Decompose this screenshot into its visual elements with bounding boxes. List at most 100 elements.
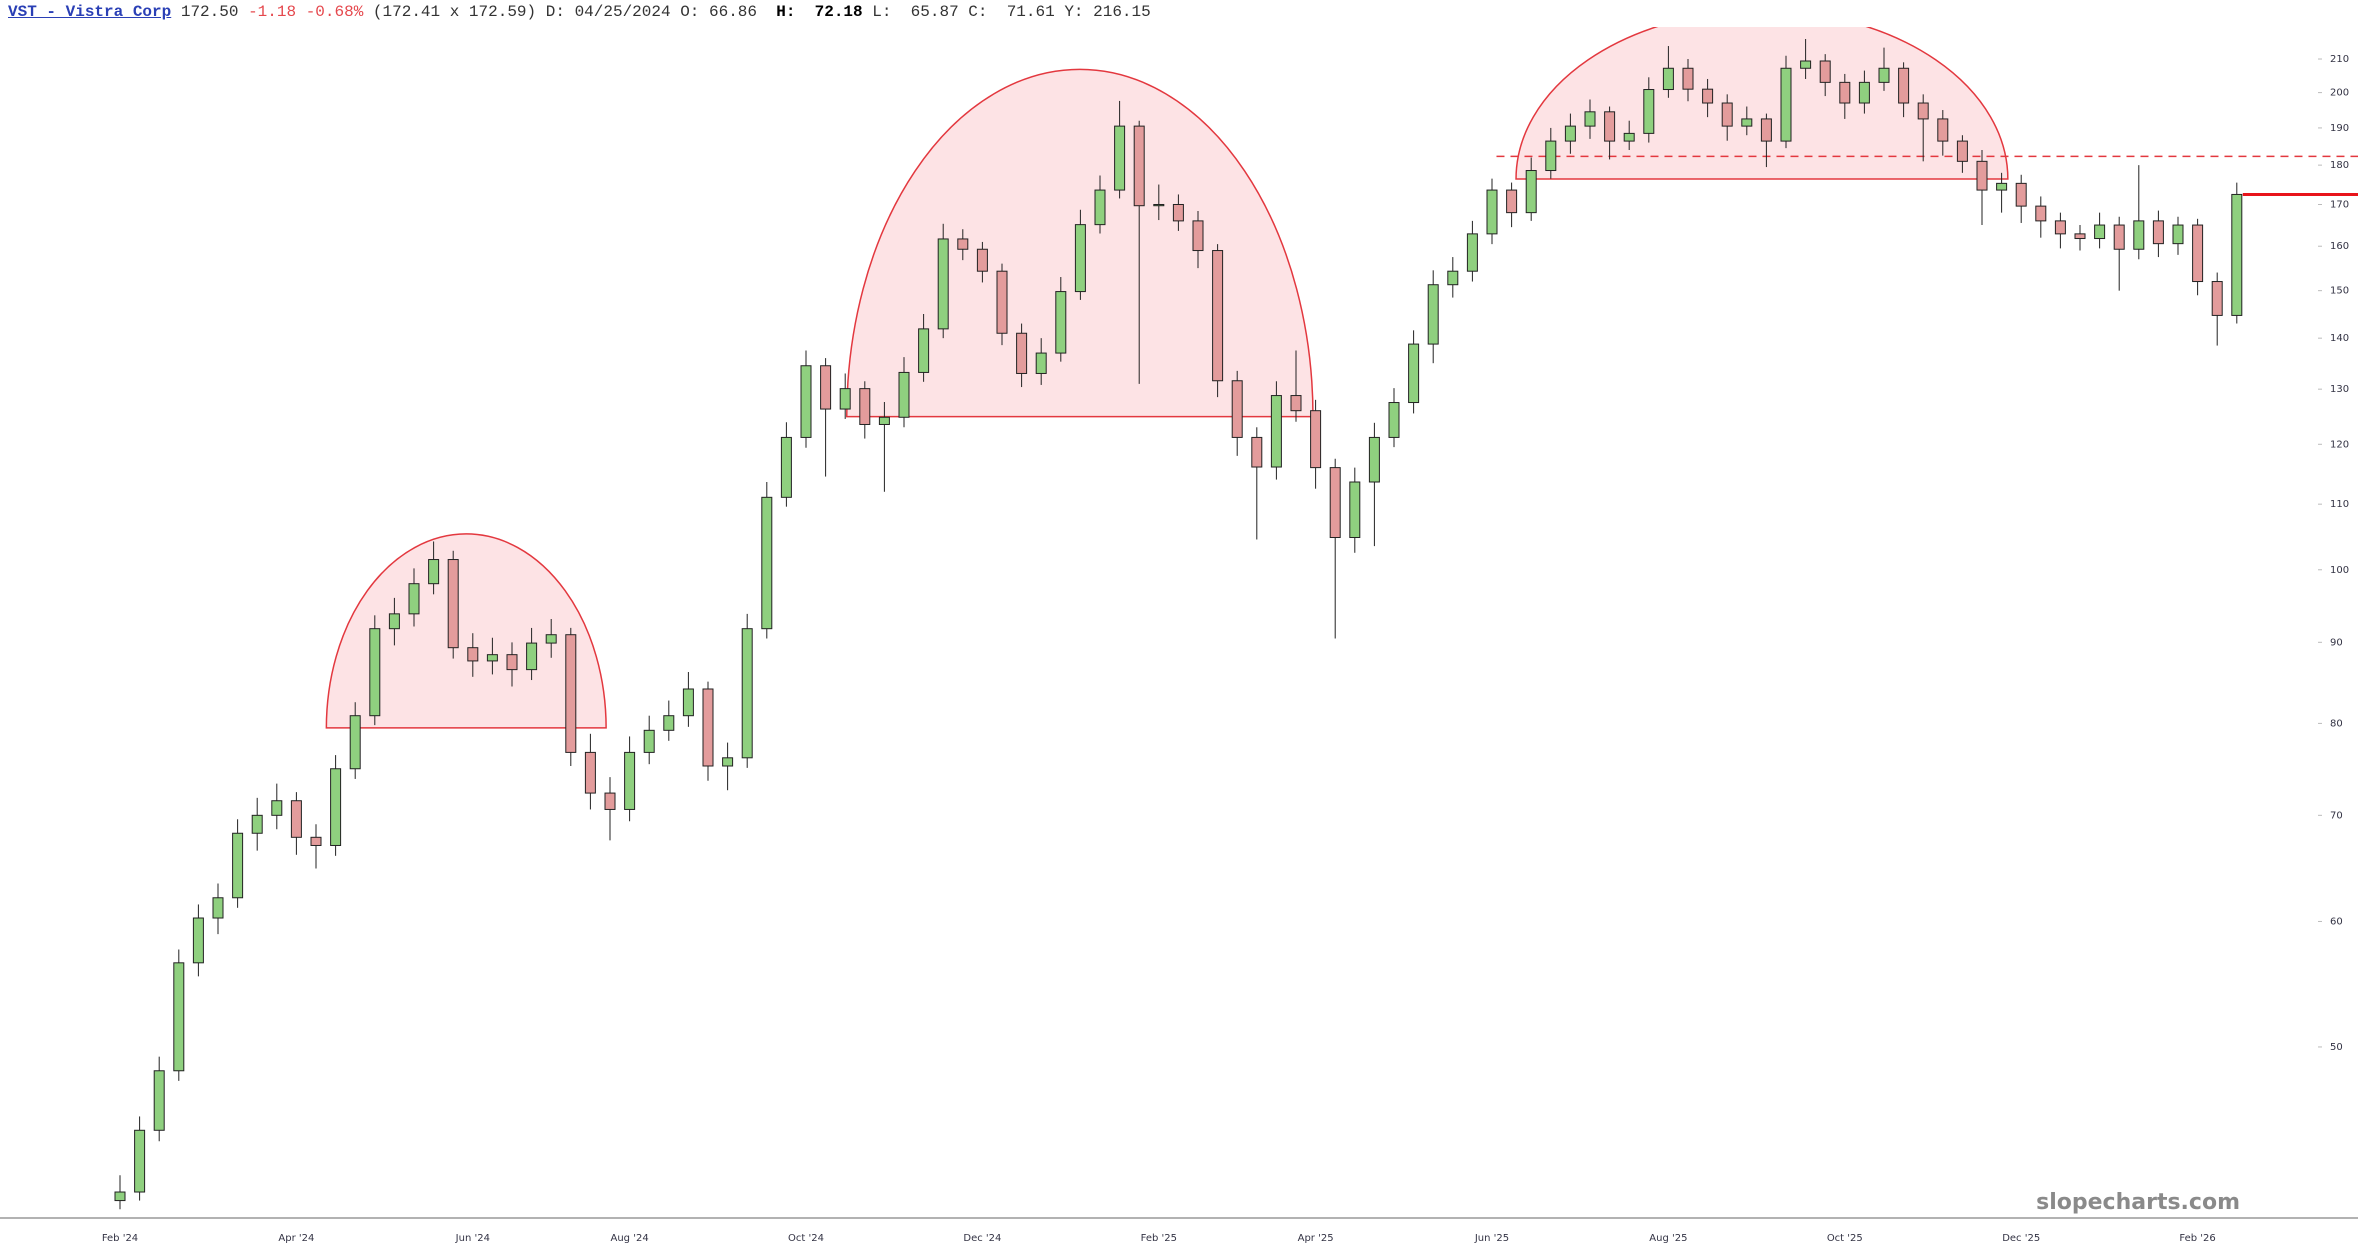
candle-body [1270,395,1282,468]
x-tick-label: Apr '25 [1298,1233,1334,1244]
candle-body [682,688,694,717]
x-tick-label: Feb '25 [1141,1233,1177,1244]
candle-body [1584,111,1596,127]
candle-body [212,897,224,919]
candle-body [1466,233,1478,272]
candle-body [1349,481,1361,539]
year-high-label: Y: [1064,3,1084,21]
candle-body [1133,125,1145,207]
candle-body [1016,332,1028,374]
annotations [325,27,2009,729]
candle-body [1035,352,1047,374]
y-tick-label: 80 [2330,718,2343,729]
low: 65.87 [910,3,959,21]
candle-body [1604,111,1616,142]
candle-body [1878,67,1890,83]
candle-body [1760,118,1772,142]
quote-header: VST - Vistra Corp 172.50 -1.18 -0.68% (1… [8,3,1151,21]
candle-body [1329,467,1341,539]
candle-body [1192,220,1204,252]
candle-body [1427,284,1439,345]
y-tick-label: 70 [2330,810,2343,821]
y-tick-label: 200 [2330,88,2349,99]
symbol-link[interactable]: VST - Vistra Corp [8,3,172,21]
candle-body [2133,220,2145,250]
year-high: 216.15 [1093,3,1151,21]
candle-body [1721,102,1733,127]
candle-body [1368,436,1380,483]
x-tick-label: Apr '24 [278,1233,314,1244]
open-label: O: [680,3,700,21]
candle-body [761,496,773,630]
candle-body [2074,233,2086,240]
x-tick-label: Feb '26 [2179,1233,2215,1244]
candle-body [1643,89,1655,134]
candle-body [722,757,734,767]
candle-body [1819,60,1831,83]
candle-body [1800,60,1812,69]
candle-body [1839,81,1851,104]
candle-body [1780,67,1792,142]
candle-body [1212,250,1224,382]
candle-body [1937,118,1949,142]
candle-body [1525,170,1537,214]
candle-body [604,792,616,810]
candle-body [1741,118,1753,127]
bid-ask: (172.41 x 172.59) [372,3,537,21]
candle-body [388,613,400,630]
low-label: L: [872,3,892,21]
candle-body [2152,220,2164,245]
x-tick-label: Jun '24 [455,1233,490,1244]
candle-body [2054,220,2066,235]
candle-body [976,248,988,272]
x-tick-label: Aug '25 [1649,1233,1687,1244]
candle-body [1310,410,1322,469]
candle-body [1996,182,2008,191]
candle-body [1172,203,1184,222]
candle-body [290,800,302,838]
x-tick-label: Oct '25 [1827,1233,1863,1244]
candle-body [153,1070,165,1131]
candle-body [918,328,930,373]
candle-body [1074,224,1086,293]
candle-body [349,715,361,770]
y-tick-label: 90 [2330,637,2343,648]
candle-body [859,388,871,425]
candle-body [271,800,283,816]
candle-body [545,634,557,644]
candle-body [1153,203,1165,207]
candle-body [2192,224,2204,283]
dome-annotation [325,533,607,729]
candle-body [192,917,204,964]
candle-body [2231,193,2243,316]
candle-body [1055,291,1067,354]
high: 72.18 [814,3,863,21]
candle-body [1682,67,1694,90]
y-tick-label: 180 [2330,160,2349,171]
candle-body [1898,67,1910,104]
candle-body [1917,102,1929,120]
candle-body [800,365,812,438]
change-pct: -0.68% [305,3,364,21]
candle-body [780,436,792,498]
candle-body [741,628,753,759]
x-tick-label: Feb '24 [102,1233,138,1244]
candle-body [232,832,244,899]
y-tick-label: 160 [2330,241,2349,252]
candle-body [428,559,440,585]
candle-body [1251,436,1263,468]
candle-body [643,729,655,753]
candle-body [486,654,498,662]
candle-body [820,365,832,410]
y-tick-label: 50 [2330,1042,2343,1053]
candle-body [1447,270,1459,286]
candle-body [996,270,1008,334]
candle-body [330,768,342,846]
y-tick-label: 110 [2330,499,2349,510]
candle-body [1231,380,1243,438]
y-tick-label: 170 [2330,199,2349,210]
y-tick-label: 150 [2330,286,2349,297]
candle-body [2211,281,2223,316]
y-tick-label: 100 [2330,565,2349,576]
